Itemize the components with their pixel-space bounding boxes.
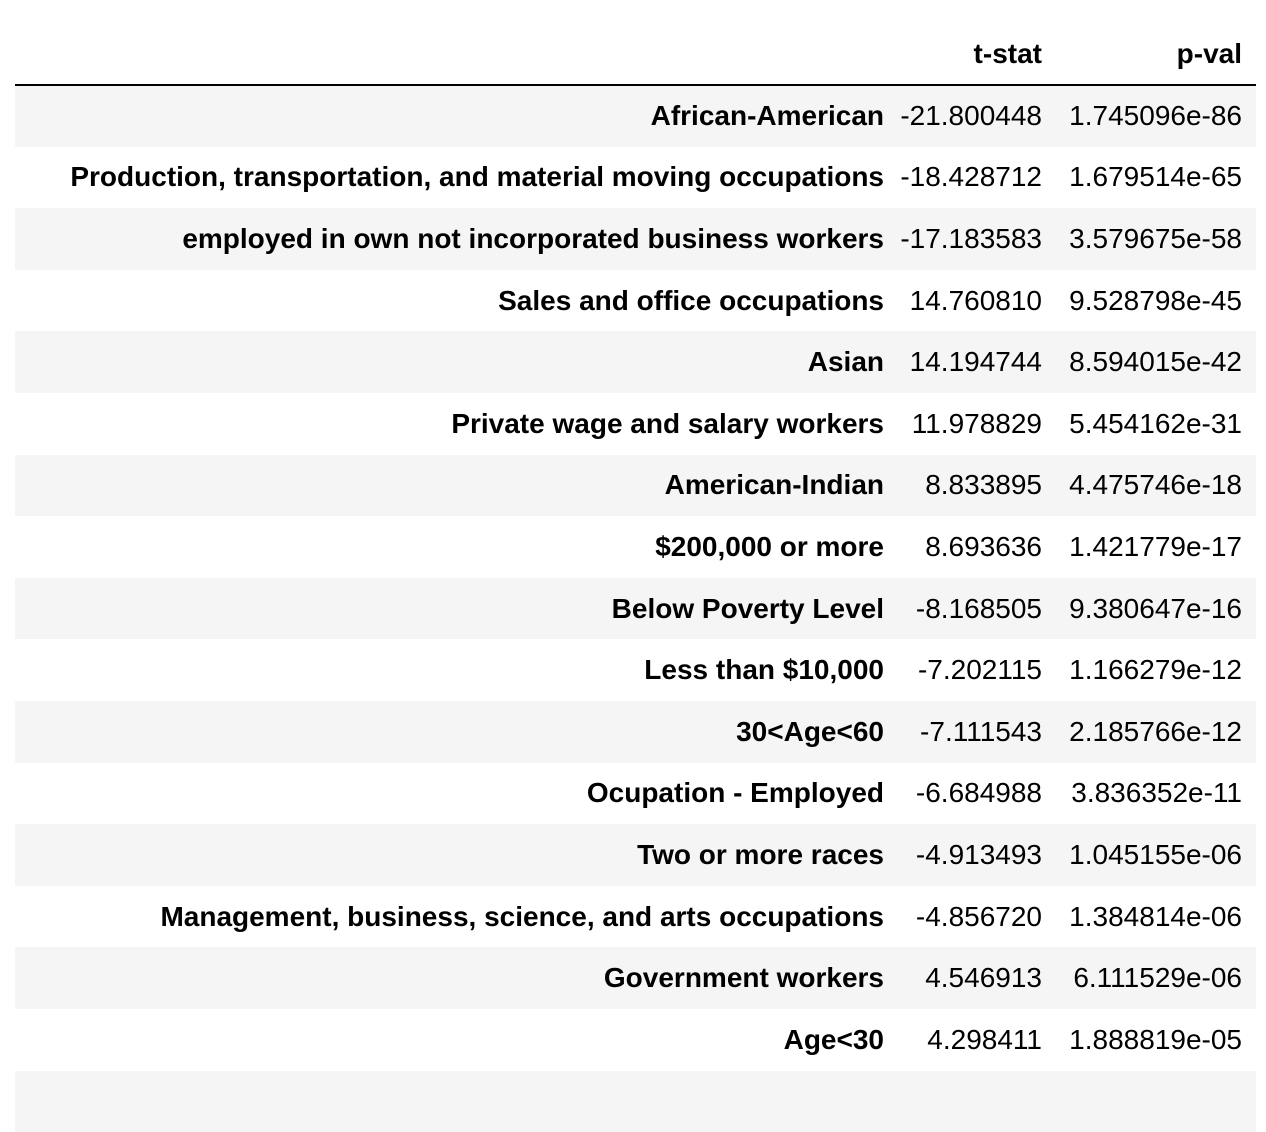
p-val-cell: 3.579675e-58 <box>1056 208 1256 270</box>
table-row: Below Poverty Level -8.168505 9.380647e-… <box>15 578 1256 640</box>
table-row: 30<Age<60 -7.111543 2.185766e-12 <box>15 701 1256 763</box>
row-label: Age<30 <box>15 1009 884 1071</box>
row-label: 30<Age<60 <box>15 701 884 763</box>
header-p-val: p-val <box>1056 24 1256 85</box>
row-label: Management, business, science, and arts … <box>15 886 884 948</box>
table-row: $200,000 or more 8.693636 1.421779e-17 <box>15 516 1256 578</box>
t-stat-cell: 14.760810 <box>884 270 1056 332</box>
t-stat-cell: 14.194744 <box>884 331 1056 393</box>
row-label: Sales and office occupations <box>15 270 884 332</box>
row-label: Private wage and salary workers <box>15 393 884 455</box>
row-label: Asian <box>15 331 884 393</box>
table-row: Less than $10,000 -7.202115 1.166279e-12 <box>15 639 1256 701</box>
table-row: Age<30 4.298411 1.888819e-05 <box>15 1009 1256 1071</box>
p-val-cell: 9.528798e-45 <box>1056 270 1256 332</box>
p-val-cell: 1.421779e-17 <box>1056 516 1256 578</box>
table-row: African-American -21.800448 1.745096e-86 <box>15 85 1256 147</box>
p-val-cell: 5.454162e-31 <box>1056 393 1256 455</box>
p-val-cell: 1.384814e-06 <box>1056 886 1256 948</box>
header-row: t-stat p-val <box>15 24 1256 85</box>
table-row: employed in own not incorporated busines… <box>15 208 1256 270</box>
p-val-cell <box>1056 1071 1256 1132</box>
p-val-cell: 3.836352e-11 <box>1056 763 1256 825</box>
table-row: Management, business, science, and arts … <box>15 886 1256 948</box>
row-label: African-American <box>15 85 884 147</box>
table-row: Private wage and salary workers 11.97882… <box>15 393 1256 455</box>
p-val-cell: 1.888819e-05 <box>1056 1009 1256 1071</box>
t-stat-cell: -8.168505 <box>884 578 1056 640</box>
p-val-cell: 4.475746e-18 <box>1056 455 1256 517</box>
t-stat-cell: -17.183583 <box>884 208 1056 270</box>
p-val-cell: 1.045155e-06 <box>1056 824 1256 886</box>
row-label: Production, transportation, and material… <box>15 147 884 209</box>
table-header: t-stat p-val <box>15 24 1256 85</box>
p-val-cell: 1.745096e-86 <box>1056 85 1256 147</box>
t-stat-cell: -7.202115 <box>884 639 1056 701</box>
row-label: $200,000 or more <box>15 516 884 578</box>
table-row: Ocupation - Employed -6.684988 3.836352e… <box>15 763 1256 825</box>
row-label: Ocupation - Employed <box>15 763 884 825</box>
row-label: employed in own not incorporated busines… <box>15 208 884 270</box>
header-index-cell <box>15 24 884 85</box>
row-label: American-Indian <box>15 455 884 517</box>
t-stat-cell: -4.913493 <box>884 824 1056 886</box>
t-stat-cell: 4.298411 <box>884 1009 1056 1071</box>
table-row: Two or more races -4.913493 1.045155e-06 <box>15 824 1256 886</box>
p-val-cell: 9.380647e-16 <box>1056 578 1256 640</box>
p-val-cell: 2.185766e-12 <box>1056 701 1256 763</box>
table-row: Sales and office occupations 14.760810 9… <box>15 270 1256 332</box>
results-table: t-stat p-val African-American -21.800448… <box>15 24 1256 1132</box>
row-label <box>15 1071 884 1132</box>
t-stat-cell <box>884 1071 1056 1132</box>
t-stat-cell: -4.856720 <box>884 886 1056 948</box>
table-row: Asian 14.194744 8.594015e-42 <box>15 331 1256 393</box>
table-row: American-Indian 8.833895 4.475746e-18 <box>15 455 1256 517</box>
t-stat-cell: 8.833895 <box>884 455 1056 517</box>
t-stat-cell: -6.684988 <box>884 763 1056 825</box>
table-row <box>15 1071 1256 1132</box>
t-stat-cell: 4.546913 <box>884 947 1056 1009</box>
table-body: African-American -21.800448 1.745096e-86… <box>15 85 1256 1132</box>
row-label: Less than $10,000 <box>15 639 884 701</box>
p-val-cell: 8.594015e-42 <box>1056 331 1256 393</box>
t-stat-cell: 11.978829 <box>884 393 1056 455</box>
t-stat-cell: -21.800448 <box>884 85 1056 147</box>
t-stat-cell: -18.428712 <box>884 147 1056 209</box>
row-label: Two or more races <box>15 824 884 886</box>
t-stat-cell: 8.693636 <box>884 516 1056 578</box>
t-stat-cell: -7.111543 <box>884 701 1056 763</box>
row-label: Government workers <box>15 947 884 1009</box>
table-row: Production, transportation, and material… <box>15 147 1256 209</box>
header-t-stat: t-stat <box>884 24 1056 85</box>
p-val-cell: 6.111529e-06 <box>1056 947 1256 1009</box>
row-label: Below Poverty Level <box>15 578 884 640</box>
table-row: Government workers 4.546913 6.111529e-06 <box>15 947 1256 1009</box>
p-val-cell: 1.679514e-65 <box>1056 147 1256 209</box>
p-val-cell: 1.166279e-12 <box>1056 639 1256 701</box>
